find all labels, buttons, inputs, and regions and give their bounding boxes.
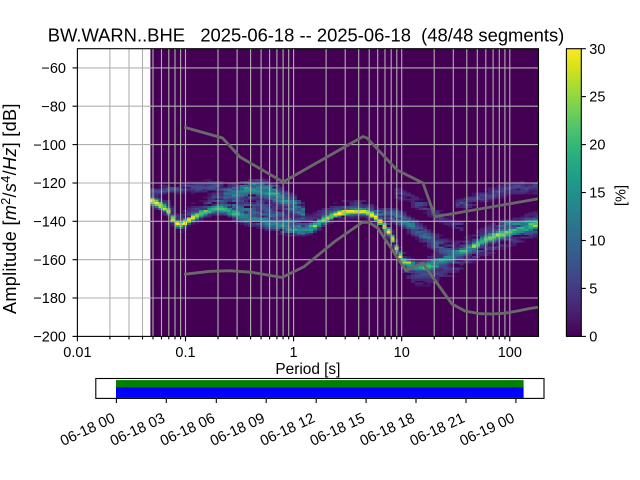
svg-text:0.01: 0.01	[63, 345, 91, 361]
svg-text:0: 0	[589, 330, 597, 346]
svg-text:5: 5	[589, 282, 597, 298]
svg-text:Period [s]: Period [s]	[275, 361, 340, 378]
svg-text:0.1: 0.1	[175, 345, 195, 361]
svg-text:[%]: [%]	[614, 185, 630, 206]
svg-text:−200: −200	[33, 330, 66, 346]
svg-text:15: 15	[589, 186, 605, 202]
svg-text:−100: −100	[33, 138, 66, 154]
svg-text:−180: −180	[33, 291, 66, 307]
svg-text:BW.WARN..BHE 2025-06-18 -- 2: BW.WARN..BHE 2025-06-18 -- 2025-06-18 (4…	[48, 25, 565, 46]
svg-text:−60: −60	[41, 61, 66, 77]
svg-text:10: 10	[394, 345, 410, 361]
svg-text:100: 100	[498, 345, 522, 361]
svg-text:−160: −160	[33, 253, 66, 269]
svg-text:−80: −80	[41, 99, 66, 115]
svg-text:−140: −140	[33, 215, 66, 231]
svg-text:20: 20	[589, 138, 605, 154]
svg-text:Amplitude [m2/s4/Hz] [dB]: Amplitude [m2/s4/Hz] [dB]	[0, 103, 20, 314]
svg-text:25: 25	[589, 90, 605, 106]
svg-text:10: 10	[589, 234, 605, 250]
svg-text:−120: −120	[33, 176, 66, 192]
svg-text:1: 1	[290, 345, 298, 361]
svg-text:30: 30	[589, 42, 605, 58]
